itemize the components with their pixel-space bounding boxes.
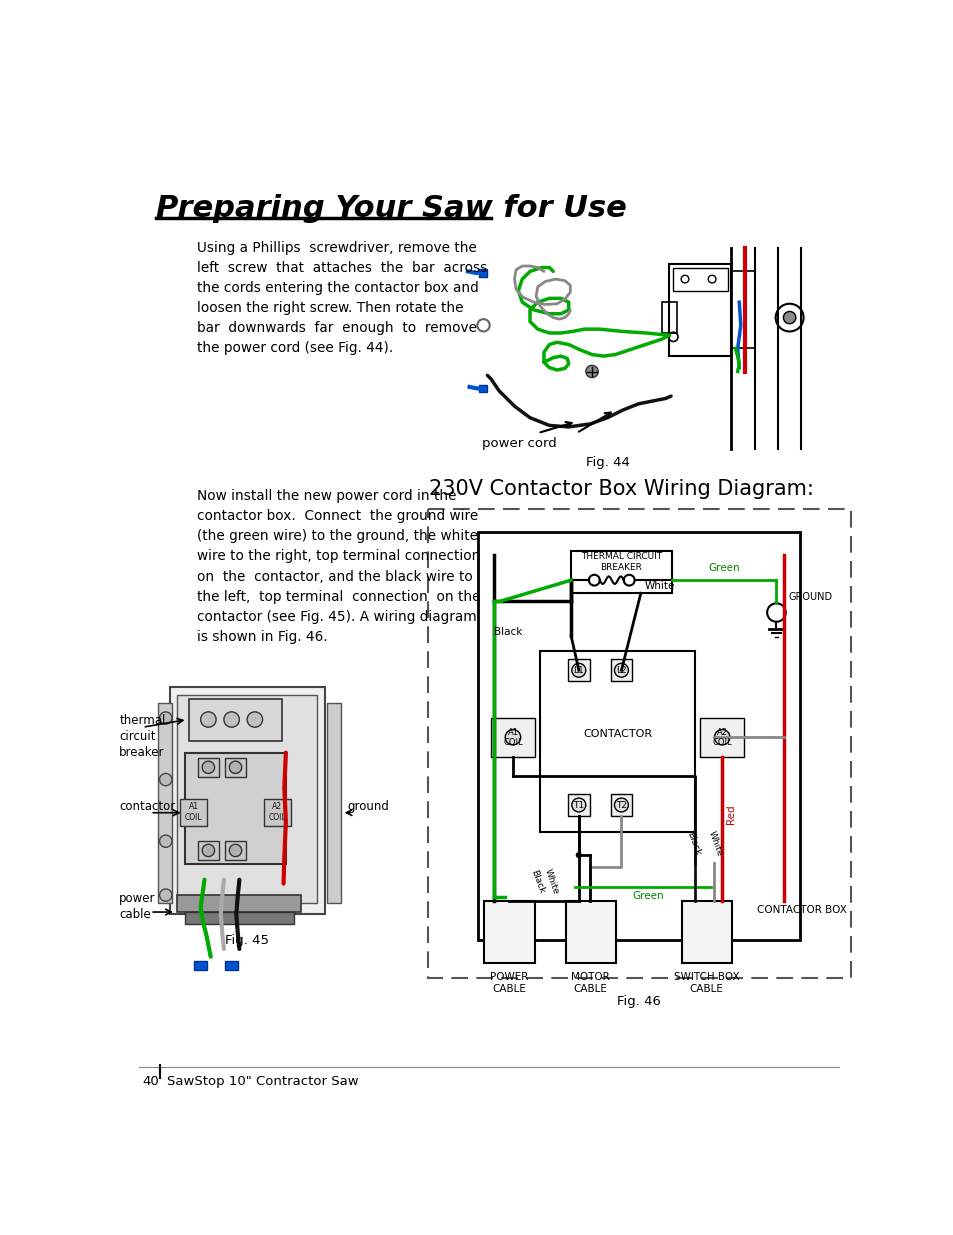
Text: Now install the new power cord in the
contactor box.  Connect  the ground wire
(: Now install the new power cord in the co… (196, 489, 479, 643)
Circle shape (159, 835, 172, 847)
Text: White: White (644, 580, 675, 590)
Bar (189, 699, 282, 741)
Bar (177, 895, 301, 911)
Bar (197, 841, 219, 861)
Bar (700, 718, 743, 757)
Bar (177, 695, 316, 903)
Text: THERMAL CIRCUIT
BREAKER: THERMAL CIRCUIT BREAKER (580, 552, 661, 572)
Circle shape (200, 711, 216, 727)
Text: CONTACTOR: CONTACTOR (582, 729, 652, 739)
Text: 230V Contactor Box Wiring Diagram:: 230V Contactor Box Wiring Diagram: (429, 479, 813, 499)
Text: A2
COIL: A2 COIL (268, 803, 286, 821)
Text: Red: Red (725, 804, 736, 824)
Bar (427, 509, 850, 978)
Text: Black: Black (493, 626, 521, 637)
Circle shape (571, 663, 585, 677)
Bar (484, 902, 534, 963)
Text: 40: 40 (142, 1074, 159, 1088)
Text: White: White (706, 830, 724, 857)
Circle shape (202, 761, 214, 773)
Text: White: White (542, 868, 559, 897)
Bar (327, 703, 340, 903)
Circle shape (585, 366, 598, 378)
Circle shape (229, 761, 241, 773)
Circle shape (588, 574, 599, 585)
Bar (571, 551, 671, 593)
Text: L2: L2 (616, 666, 626, 674)
Text: GROUND: GROUND (787, 592, 831, 603)
Circle shape (571, 798, 585, 811)
Circle shape (766, 603, 785, 621)
Circle shape (575, 852, 581, 858)
Bar (185, 752, 286, 864)
Text: Black: Black (684, 830, 701, 857)
Bar (565, 902, 616, 963)
Text: Fig. 44: Fig. 44 (585, 456, 629, 469)
Circle shape (247, 711, 262, 727)
Circle shape (782, 311, 795, 324)
Bar (661, 303, 677, 333)
Bar (669, 264, 731, 356)
Text: MOTOR
CABLE: MOTOR CABLE (571, 972, 609, 994)
Text: A1
COIL: A1 COIL (502, 727, 522, 747)
Text: Black: Black (529, 869, 546, 895)
Text: T1: T1 (573, 800, 584, 809)
Text: SWITCH BOX
CABLE: SWITCH BOX CABLE (673, 972, 739, 994)
Bar (197, 758, 219, 777)
Circle shape (159, 711, 172, 724)
Bar (539, 651, 695, 832)
Bar (194, 961, 207, 969)
Bar (225, 961, 237, 969)
Bar (170, 687, 324, 914)
Bar (478, 384, 486, 393)
Bar (681, 902, 732, 963)
Circle shape (159, 889, 172, 902)
Text: contactor: contactor (119, 800, 175, 813)
Circle shape (505, 730, 520, 745)
Text: L1: L1 (573, 666, 583, 674)
Bar (567, 794, 589, 816)
Text: T2: T2 (616, 800, 626, 809)
Circle shape (202, 845, 214, 857)
Circle shape (714, 730, 729, 745)
Bar (224, 758, 246, 777)
Text: Using a Phillips  screwdriver, remove the
left  screw  that  attaches  the  bar : Using a Phillips screwdriver, remove the… (196, 241, 486, 354)
Text: power
cable: power cable (119, 892, 155, 921)
Bar (610, 659, 632, 680)
Bar (477, 531, 799, 940)
Bar (491, 718, 534, 757)
Text: Green: Green (632, 892, 663, 902)
Text: Fig. 45: Fig. 45 (225, 934, 269, 946)
Bar (673, 268, 727, 290)
Circle shape (229, 845, 241, 857)
Circle shape (614, 798, 628, 811)
Circle shape (224, 711, 239, 727)
Bar (185, 911, 294, 924)
Bar (610, 794, 632, 816)
Circle shape (623, 574, 634, 585)
Text: power cord: power cord (481, 437, 557, 450)
Bar (731, 272, 754, 348)
Bar (567, 659, 589, 680)
Text: ground: ground (348, 800, 390, 813)
Text: thermal
circuit
breaker: thermal circuit breaker (119, 714, 166, 760)
Text: A1
COIL: A1 COIL (185, 803, 202, 821)
Text: A2
COIL: A2 COIL (712, 727, 731, 747)
Bar (264, 799, 291, 826)
Text: Fig. 46: Fig. 46 (617, 995, 660, 1008)
Text: CONTACTOR BOX: CONTACTOR BOX (757, 905, 846, 915)
Text: Green: Green (707, 563, 739, 573)
Bar (478, 269, 486, 277)
Bar (179, 799, 207, 826)
Text: Preparing Your Saw for Use: Preparing Your Saw for Use (155, 194, 626, 224)
Circle shape (159, 773, 172, 785)
Text: POWER
CABLE: POWER CABLE (490, 972, 528, 994)
Bar (224, 841, 246, 861)
Bar (158, 703, 172, 903)
Text: SawStop 10" Contractor Saw: SawStop 10" Contractor Saw (167, 1074, 358, 1088)
Circle shape (614, 663, 628, 677)
